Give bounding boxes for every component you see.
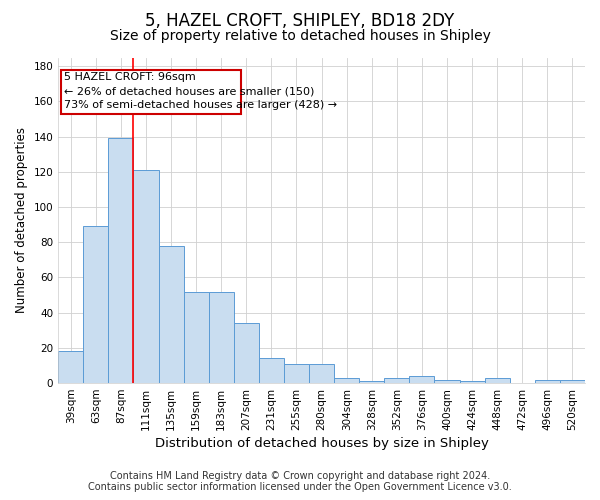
Text: 73% of semi-detached houses are larger (428) →: 73% of semi-detached houses are larger (… [64, 100, 338, 110]
Bar [409, 376, 434, 383]
Bar [460, 382, 485, 383]
Bar [334, 378, 359, 383]
Bar [83, 226, 109, 383]
Bar [209, 292, 234, 383]
Bar [58, 352, 83, 383]
Bar [133, 170, 158, 383]
Y-axis label: Number of detached properties: Number of detached properties [15, 128, 28, 314]
Text: Size of property relative to detached houses in Shipley: Size of property relative to detached ho… [110, 29, 490, 43]
Bar [284, 364, 309, 383]
Bar [385, 378, 409, 383]
Text: 5, HAZEL CROFT, SHIPLEY, BD18 2DY: 5, HAZEL CROFT, SHIPLEY, BD18 2DY [145, 12, 455, 30]
Bar [359, 382, 385, 383]
FancyBboxPatch shape [61, 70, 241, 114]
Bar [535, 380, 560, 383]
Bar [158, 246, 184, 383]
Text: Contains HM Land Registry data © Crown copyright and database right 2024.
Contai: Contains HM Land Registry data © Crown c… [88, 471, 512, 492]
Text: ← 26% of detached houses are smaller (150): ← 26% of detached houses are smaller (15… [64, 86, 315, 96]
Bar [234, 323, 259, 383]
X-axis label: Distribution of detached houses by size in Shipley: Distribution of detached houses by size … [155, 437, 488, 450]
Bar [309, 364, 334, 383]
Bar [184, 292, 209, 383]
Bar [259, 358, 284, 383]
Bar [485, 378, 510, 383]
Bar [560, 380, 585, 383]
Bar [109, 138, 133, 383]
Text: 5 HAZEL CROFT: 96sqm: 5 HAZEL CROFT: 96sqm [64, 72, 196, 82]
Bar [434, 380, 460, 383]
